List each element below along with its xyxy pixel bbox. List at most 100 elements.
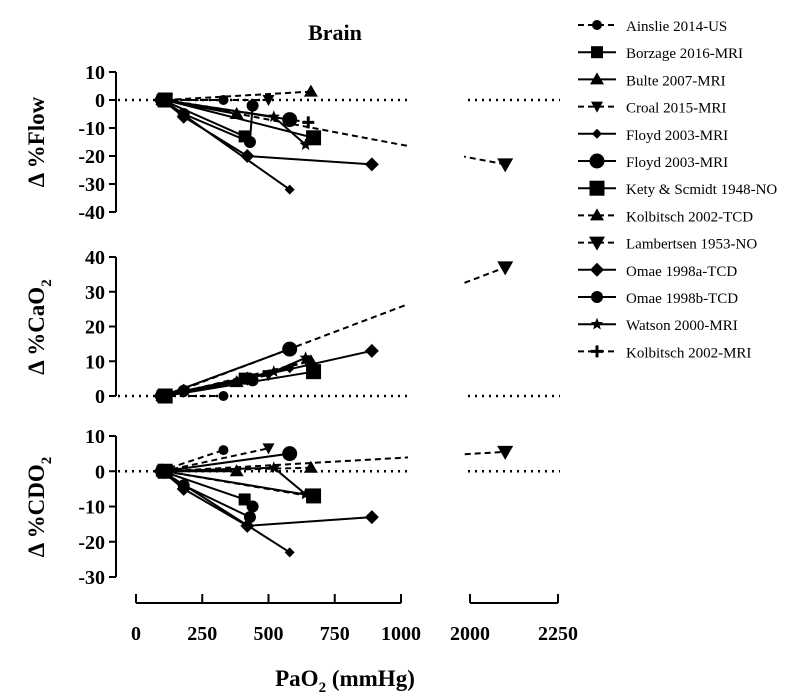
axis-break-gap [408,247,464,406]
series-line [165,470,309,497]
data-point [299,487,312,500]
y-tick-label: 10 [85,351,105,373]
data-point [218,391,229,401]
legend-marker [590,317,604,330]
data-point [243,511,256,524]
data-point [262,443,275,455]
legend-marker [590,208,604,221]
y-axis-label: Δ %CDO2 [24,457,55,558]
data-point [284,184,295,195]
legend-label: Floyd 2003-MRI [626,155,728,171]
y-tick-label: 10 [85,62,105,84]
series-line [161,470,372,527]
legend-label: Kety & Scmidt 1948-NO [626,182,777,198]
data-point [497,261,514,276]
x-tick-label: 250 [187,623,217,645]
series-line [161,99,254,144]
legend-label: Floyd 2003-MRI [626,128,728,144]
legend-label: Kolbitsch 2002-MRI [626,345,751,361]
axis-break-gap [408,426,464,587]
data-point [302,489,315,502]
legend-marker [589,236,605,251]
legend-marker [591,46,603,59]
data-point [243,136,256,148]
legend-entry: Kety & Scmidt 1948-NO [578,180,777,198]
data-point [306,364,322,380]
y-tick-label: 0 [95,461,105,483]
data-point [267,461,280,473]
legend-label: Bulte 2007-MRI [626,73,726,89]
legend-label: Lambertsen 1953-NO [626,237,757,253]
y-axis-label: Δ %CaO2 [24,279,55,374]
legend-label: Croal 2015-MRI [626,101,726,117]
legend-marker [590,72,604,85]
data-point [267,365,280,377]
series-line [165,99,309,124]
data-point [302,355,315,368]
panel-cdo2: 10 0 -10 -20 -30 Δ %CDO2 [24,426,560,589]
x-tick-label: 1000 [381,623,421,645]
y-tick-label: -20 [78,532,105,554]
y-tick-label: -20 [78,146,105,168]
data-point [364,343,379,358]
series-kety-scmidt-1948-no [157,364,322,404]
legend-label: Watson 2000-MRI [626,318,738,334]
legend-label: Kolbitsch 2002-TCD [626,209,753,225]
legend-entry: Lambertsen 1953-NO [578,236,757,253]
series-line [164,360,309,397]
series-kolbitsch-2002-mri [159,94,315,129]
data-point [299,351,312,364]
series-line [162,447,269,473]
series-kolbitsch-2002-mri [159,355,315,402]
legend-entry: Ainslie 2014-US [578,19,727,35]
series-line [162,470,245,501]
legend-entry: Floyd 2003-MRI [578,153,728,171]
y-tick-label: -10 [78,118,105,140]
y-tick-label: 0 [95,386,105,408]
y-tick-label: -10 [78,497,105,519]
data-point [177,108,190,120]
data-point [240,149,255,163]
data-point [364,157,379,172]
x-tick-label: 750 [320,623,350,645]
x-tick-label: 2000 [450,623,490,645]
y-tick-label: -30 [78,567,105,589]
legend-marker [589,153,605,169]
data-point [299,138,312,151]
y-axis-label: Δ %Flow [24,96,49,187]
legend-entry: Kolbitsch 2002-TCD [578,208,753,225]
legend: Ainslie 2014-US Borzage 2016-MRI Bulte 200… [578,19,777,361]
x-tick-label: 0 [131,623,141,645]
data-point [218,445,229,456]
series-line [165,99,506,166]
y-tick-label: 10 [85,426,105,448]
legend-entry: Floyd 2003-MRI [578,128,728,144]
data-point [364,510,379,525]
data-point [267,110,280,123]
x-tick-label: 500 [254,623,284,645]
data-point [238,493,251,506]
series-line [165,90,311,101]
legend-marker [591,291,603,303]
legend-marker [592,20,602,30]
legend-label: Omae 1998b-TCD [626,291,738,307]
panel-cao2: 40 30 20 10 0 Δ %CaO2 [24,247,560,408]
data-point [177,479,190,492]
data-point [497,445,514,460]
y-tick-label: -30 [78,174,105,196]
legend-entry: Borzage 2016-MRI [578,46,743,62]
data-point [497,158,514,173]
legend-marker [591,345,603,358]
panels: 10 0 -10 -20 -30 -40 Δ %Flow 40 30 20 10 0 Δ %CaO2 10… [24,62,560,589]
data-point [302,116,315,129]
legend-label: Borzage 2016-MRI [626,46,743,62]
legend-marker [590,262,604,277]
data-point [159,94,172,106]
data-point [284,547,295,558]
data-point [282,446,298,462]
data-point [306,130,322,146]
legend-label: Omae 1998a-TCD [626,264,737,280]
legend-entry: Bulte 2007-MRI [578,72,726,89]
data-point [246,99,259,112]
